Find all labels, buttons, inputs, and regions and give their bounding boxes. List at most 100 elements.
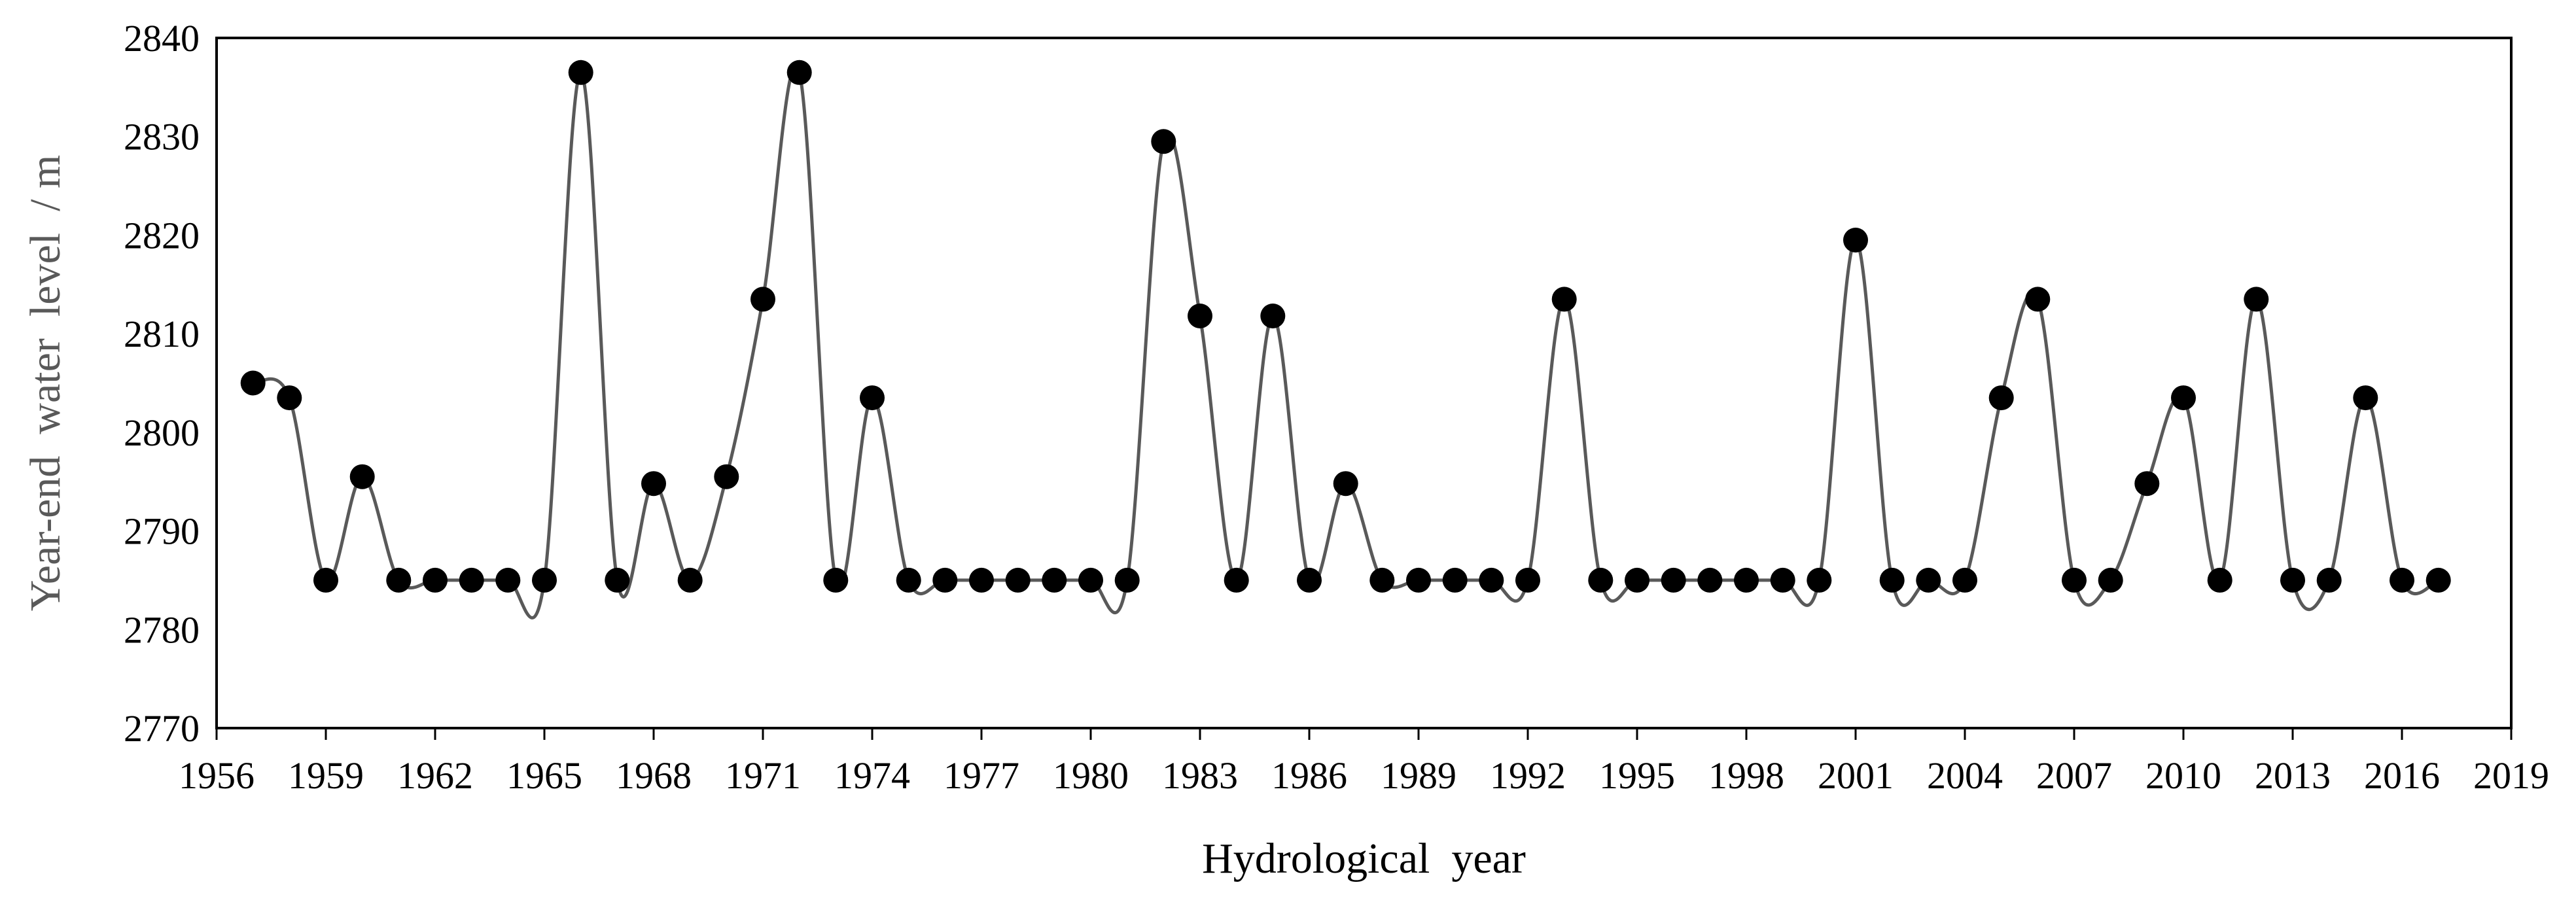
data-point: [1297, 567, 1322, 593]
data-point: [823, 567, 849, 593]
data-point: [349, 464, 375, 489]
series-line: [252, 64, 2439, 620]
data-point: [896, 567, 921, 593]
data-point: [386, 567, 412, 593]
data-point: [1406, 567, 1431, 593]
data-point: [969, 567, 994, 593]
data-point: [1151, 129, 1176, 154]
y-tick-label: 2810: [124, 313, 200, 355]
data-point: [495, 567, 521, 593]
x-tick-label: 1965: [506, 754, 582, 797]
x-tick-label: 1995: [1599, 754, 1675, 797]
plot-frame: [215, 37, 2513, 729]
x-tick-label: 1992: [1490, 754, 1566, 797]
data-point: [2316, 567, 2342, 593]
data-point: [1479, 567, 1504, 593]
data-point: [1988, 385, 2014, 411]
x-tick-label: 2001: [1818, 754, 1894, 797]
data-point: [605, 567, 630, 593]
x-tick-label: 1968: [616, 754, 692, 797]
data-point: [1442, 567, 1468, 593]
x-tick-label: 1980: [1053, 754, 1129, 797]
data-point: [1916, 567, 1941, 593]
x-axis-ticks: 1956 1959 1962 1965 1968 1971 1974 1977 1980 1983…: [179, 728, 2549, 797]
data-point: [2098, 567, 2123, 593]
data-point: [1843, 228, 1868, 253]
data-point: [786, 60, 812, 85]
data-point: [714, 464, 739, 489]
data-point: [2244, 287, 2269, 312]
data-point: [2025, 287, 2051, 312]
data-point: [1807, 567, 1832, 593]
data-point: [313, 567, 338, 593]
data-point: [2171, 385, 2196, 411]
data-point: [1770, 567, 1795, 593]
data-points: [240, 60, 2451, 593]
data-point: [1333, 471, 1358, 497]
data-point: [277, 385, 302, 411]
x-tick-label: 2004: [1927, 754, 2003, 797]
y-axis-title: Year-end water level / m: [22, 155, 69, 612]
data-point: [1078, 567, 1103, 593]
data-point: [459, 567, 484, 593]
x-tick-label: 2019: [2473, 754, 2549, 797]
x-tick-label: 2010: [2145, 754, 2221, 797]
data-point: [641, 471, 666, 497]
data-point: [2426, 567, 2451, 593]
data-point: [677, 567, 703, 593]
x-tick-label: 1956: [179, 754, 255, 797]
x-tick-label: 1989: [1381, 754, 1456, 797]
x-tick-label: 1971: [725, 754, 801, 797]
data-point: [1879, 567, 1905, 593]
x-tick-label: 1998: [1708, 754, 1784, 797]
data-point: [860, 385, 885, 411]
y-tick-label: 2820: [124, 214, 200, 256]
x-tick-label: 1962: [397, 754, 473, 797]
data-point: [1114, 567, 1140, 593]
y-axis-ticks: 2770 2780 2790 2800 2810 2820 2830 2840: [124, 17, 200, 750]
data-point: [1625, 567, 1650, 593]
data-point: [2353, 385, 2378, 411]
y-tick-label: 2770: [124, 707, 200, 750]
data-point: [1697, 567, 1723, 593]
y-tick-label: 2790: [124, 510, 200, 553]
data-point: [2390, 567, 2414, 593]
x-tick-label: 1977: [944, 754, 1019, 797]
data-point: [1588, 567, 1614, 593]
x-tick-label: 1959: [288, 754, 364, 797]
data-point: [750, 287, 775, 312]
data-point: [1661, 567, 1686, 593]
x-tick-label: 2007: [2036, 754, 2112, 797]
data-point: [1369, 567, 1395, 593]
data-point: [568, 60, 593, 85]
data-point: [2062, 567, 2087, 593]
data-point: [2207, 567, 2232, 593]
data-point: [1551, 287, 1577, 312]
x-tick-label: 1986: [1271, 754, 1347, 797]
data-point: [1005, 567, 1031, 593]
x-tick-label: 1983: [1162, 754, 1238, 797]
data-point: [423, 567, 448, 593]
data-point: [932, 567, 958, 593]
x-tick-label: 2013: [2255, 754, 2331, 797]
y-tick-label: 2780: [124, 608, 200, 651]
data-point: [1042, 567, 1067, 593]
y-tick-label: 2830: [124, 116, 200, 158]
data-point: [1734, 567, 1759, 593]
data-point: [1952, 567, 1977, 593]
data-point: [240, 370, 266, 396]
data-point: [532, 567, 557, 593]
data-point: [1224, 567, 1249, 593]
y-tick-label: 2840: [124, 17, 200, 60]
data-point: [2280, 567, 2305, 593]
data-point: [1260, 304, 1286, 328]
y-tick-label: 2800: [124, 411, 200, 454]
x-tick-label: 1974: [834, 754, 910, 797]
data-point: [1515, 567, 1540, 593]
x-axis-title: Hydrological year: [1202, 835, 1526, 882]
x-tick-label: 2016: [2364, 754, 2440, 797]
data-point: [1188, 304, 1212, 328]
data-point: [2134, 471, 2160, 497]
